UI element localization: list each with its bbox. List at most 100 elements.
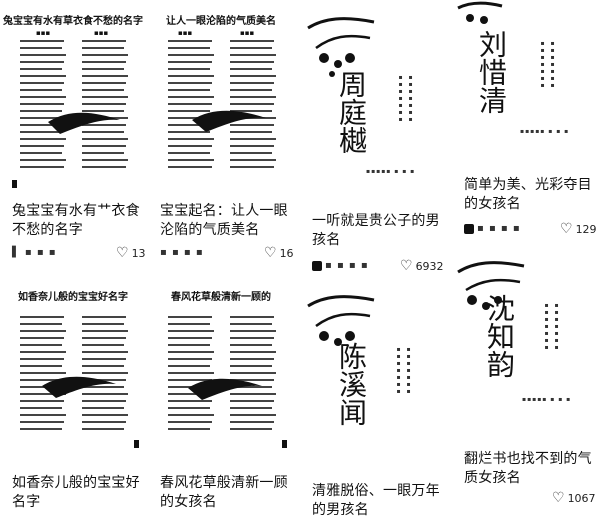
- text-line: [230, 138, 276, 140]
- document-text-illustration: [12, 40, 128, 188]
- poster-footer: ▪▪▪▪▪ ▪ ▪ ▪: [522, 396, 572, 403]
- text-line: [20, 344, 62, 346]
- text-line: [230, 47, 272, 49]
- text-line: [230, 131, 272, 133]
- text-line: [230, 68, 272, 70]
- text-line: [168, 400, 212, 402]
- text-line: [82, 152, 124, 154]
- text-line: [82, 131, 124, 133]
- text-line: [230, 414, 276, 416]
- heart-icon: ♡: [552, 490, 565, 506]
- text-line: [168, 124, 212, 126]
- text-line: [168, 351, 214, 353]
- author-info[interactable]: ▪ ▪ ▪ ▪: [464, 223, 521, 234]
- cover-image[interactable]: 如香奈儿般的宝宝好名字: [0, 276, 146, 456]
- text-line: [20, 166, 64, 168]
- text-line: [168, 372, 214, 374]
- text-line: [230, 358, 274, 360]
- like-button[interactable]: ♡ 1067: [552, 491, 596, 505]
- author-info[interactable]: ▪ ▪ ▪ ▪: [160, 247, 204, 258]
- note-title[interactable]: 简单为美、光彩夺目的女孩名: [464, 177, 592, 212]
- cover-col-head-left: ▪▪▪: [178, 28, 193, 37]
- note-card[interactable]: 周庭樾 ▪▪▪▪▪▪▪ ▪▪▪▪▪▪▪ ▪▪▪▪▪ ▪ ▪ ▪ 一听就是贵公子的…: [300, 0, 446, 280]
- heart-icon: ♡: [116, 245, 129, 261]
- cover-image[interactable]: 让人一眼沦陷的气质美名 ▪▪▪ ▪▪▪: [148, 0, 294, 196]
- ink-branch-illustration: [457, 1, 503, 24]
- like-count: 1067: [567, 491, 596, 505]
- text-line: [20, 138, 66, 140]
- text-line: [82, 365, 124, 367]
- cover-image[interactable]: 刘惜清 ▪▪▪▪▪▪▪ ▪▪▪▪▪▪▪ ▪▪▪▪▪ ▪ ▪ ▪: [452, 0, 603, 168]
- cover-image[interactable]: 春风花草般清新一顾的: [148, 276, 294, 456]
- cover-col-head-left: ▪▪▪: [36, 28, 51, 37]
- note-title[interactable]: 一听就是贵公子的男孩名: [312, 213, 440, 248]
- poster-note: ▪▪▪▪▪▪▪: [395, 346, 402, 395]
- heart-icon: ♡: [560, 221, 573, 237]
- text-line: [230, 372, 276, 374]
- avatar: [464, 223, 474, 234]
- text-line: [20, 103, 64, 105]
- poster-name: 陈溪闻: [335, 342, 368, 426]
- note-title[interactable]: 翻烂书也找不到的气质女孩名: [464, 451, 592, 486]
- note-card[interactable]: 如香奈儿般的宝宝好名字 如香奈儿般的宝宝好名字: [0, 276, 146, 520]
- note-title[interactable]: 春风花草般清新一顾的女孩名: [160, 475, 288, 510]
- note-card[interactable]: 刘惜清 ▪▪▪▪▪▪▪ ▪▪▪▪▪▪▪ ▪▪▪▪▪ ▪ ▪ ▪ 简单为美、光彩夺…: [452, 0, 603, 244]
- note-card[interactable]: 兔宝宝有水有草衣食不愁的名字 ▪▪▪ ▪▪▪ 兔宝宝有水有艹衣食不愁的名字 ▌ …: [0, 0, 146, 262]
- text-line: [230, 40, 274, 42]
- cover-image[interactable]: 沈知韵 ▪▪▪▪▪▪▪ ▪▪▪▪▪▪▪ ▪▪▪▪▪ ▪ ▪ ▪: [452, 246, 603, 422]
- cover-image[interactable]: 周庭樾 ▪▪▪▪▪▪▪ ▪▪▪▪▪▪▪ ▪▪▪▪▪ ▪ ▪ ▪: [300, 0, 446, 200]
- text-line: [168, 68, 210, 70]
- cover-col-head-right: ▪▪▪: [240, 28, 255, 37]
- text-line: [230, 421, 274, 423]
- heart-icon: ♡: [400, 258, 413, 274]
- cover-title: 兔宝宝有水有草衣食不愁的名字: [3, 16, 143, 27]
- cover-image[interactable]: 兔宝宝有水有草衣食不愁的名字 ▪▪▪ ▪▪▪: [0, 0, 146, 196]
- text-line: [230, 337, 274, 339]
- text-line: [82, 337, 126, 339]
- note-card[interactable]: 陈溪闻 ▪▪▪▪▪▪▪ ▪▪▪▪▪▪▪ 清雅脱俗、一眼万年的男孩名: [300, 282, 446, 520]
- poster-note: ▪▪▪▪▪▪▪: [405, 346, 412, 395]
- text-line: [230, 89, 272, 91]
- text-line: [82, 61, 126, 63]
- text-line: [82, 159, 128, 161]
- poster-note: ▪▪▪▪▪▪▪: [539, 40, 546, 89]
- text-line: [82, 89, 124, 91]
- like-button[interactable]: ♡ 16: [264, 246, 294, 260]
- note-title[interactable]: 兔宝宝有水有艹衣食不愁的名字: [12, 203, 140, 238]
- like-button[interactable]: ♡ 6932: [400, 259, 444, 273]
- text-line: [168, 131, 210, 133]
- text-line: [20, 428, 62, 430]
- like-count: 129: [575, 222, 597, 236]
- text-line: [20, 96, 66, 98]
- note-card[interactable]: 让人一眼沦陷的气质美名 ▪▪▪ ▪▪▪ 宝宝起名：让人一眼沦陷的气质美名 ▪ ▪…: [148, 0, 294, 262]
- text-line: [168, 330, 214, 332]
- text-line: [82, 421, 126, 423]
- note-title[interactable]: 清雅脱俗、一眼万年的男孩名: [312, 483, 440, 518]
- note-title[interactable]: 宝宝起名：让人一眼沦陷的气质美名: [160, 203, 288, 238]
- text-line: [168, 365, 210, 367]
- text-line: [82, 124, 126, 126]
- cover-image[interactable]: 陈溪闻 ▪▪▪▪▪▪▪ ▪▪▪▪▪▪▪: [300, 282, 446, 472]
- text-line: [168, 54, 214, 56]
- text-line: [168, 323, 210, 325]
- text-line: [168, 138, 214, 140]
- like-button[interactable]: ♡ 129: [560, 222, 597, 236]
- author-name: ▌ ▪ ▪ ▪: [12, 247, 57, 258]
- note-card[interactable]: 沈知韵 ▪▪▪▪▪▪▪ ▪▪▪▪▪▪▪ ▪▪▪▪▪ ▪ ▪ ▪ 翻烂书也找不到的…: [452, 246, 603, 520]
- text-line: [20, 372, 66, 374]
- note-title[interactable]: 如香奈儿般的宝宝好名字: [12, 475, 140, 510]
- text-line: [82, 82, 126, 84]
- text-line: [230, 110, 272, 112]
- text-line: [82, 316, 126, 318]
- text-line: [168, 47, 210, 49]
- text-line: [168, 407, 210, 409]
- like-button[interactable]: ♡ 13: [116, 246, 146, 260]
- text-line: [82, 351, 128, 353]
- author-name: ▪ ▪ ▪ ▪: [325, 260, 369, 271]
- author-info[interactable]: ▌ ▪ ▪ ▪: [12, 247, 57, 258]
- note-card[interactable]: 春风花草般清新一顾的 春风花草般清新一顾的女孩名: [148, 276, 294, 520]
- text-line: [168, 421, 212, 423]
- text-line: [20, 337, 64, 339]
- text-line: [230, 124, 274, 126]
- author-info[interactable]: ▪ ▪ ▪ ▪: [312, 260, 369, 271]
